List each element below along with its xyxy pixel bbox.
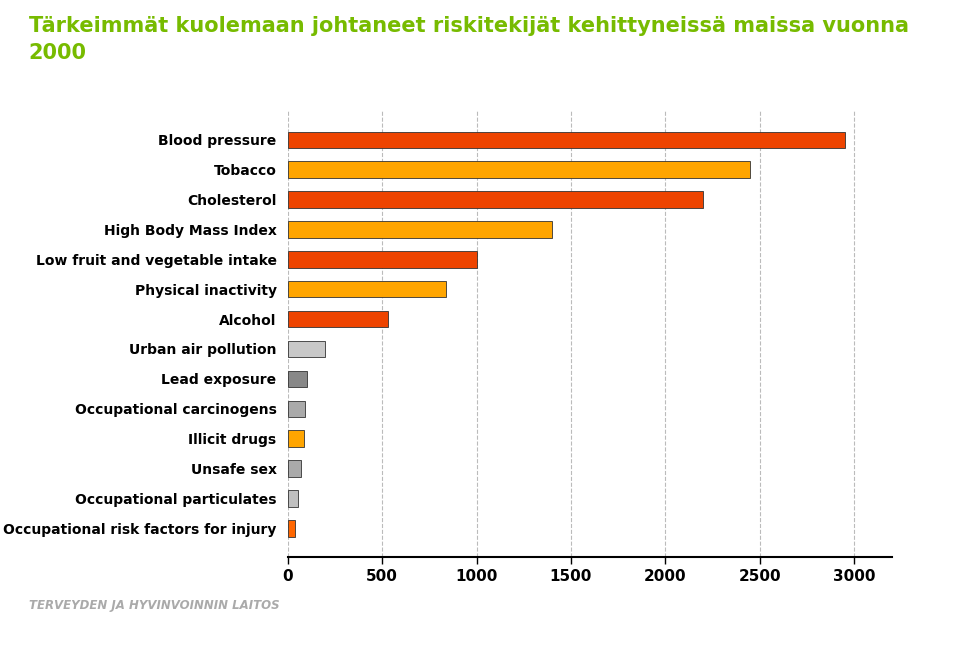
Bar: [288, 191, 703, 208]
Bar: [288, 311, 387, 328]
Bar: [288, 281, 446, 297]
Bar: [288, 251, 477, 267]
Bar: [288, 460, 301, 477]
Bar: [288, 401, 305, 417]
Text: TERVEYDEN JA HYVINVOINNIN LAITOS: TERVEYDEN JA HYVINVOINNIN LAITOS: [29, 599, 279, 612]
Text: Tärkeimmät kuolemaan johtaneet riskitekijät kehittyneissä maissa vuonna: Tärkeimmät kuolemaan johtaneet riskiteki…: [29, 16, 909, 37]
Text: 2000: 2000: [29, 43, 86, 63]
Bar: [288, 520, 295, 536]
Text: Antti Jula: Antti Jula: [448, 629, 511, 643]
Bar: [288, 371, 307, 387]
Bar: [288, 341, 325, 357]
Bar: [288, 132, 845, 148]
Bar: [288, 490, 298, 506]
Bar: [288, 221, 552, 238]
Text: 2: 2: [922, 629, 930, 643]
Bar: [288, 162, 750, 178]
Bar: [288, 430, 304, 447]
